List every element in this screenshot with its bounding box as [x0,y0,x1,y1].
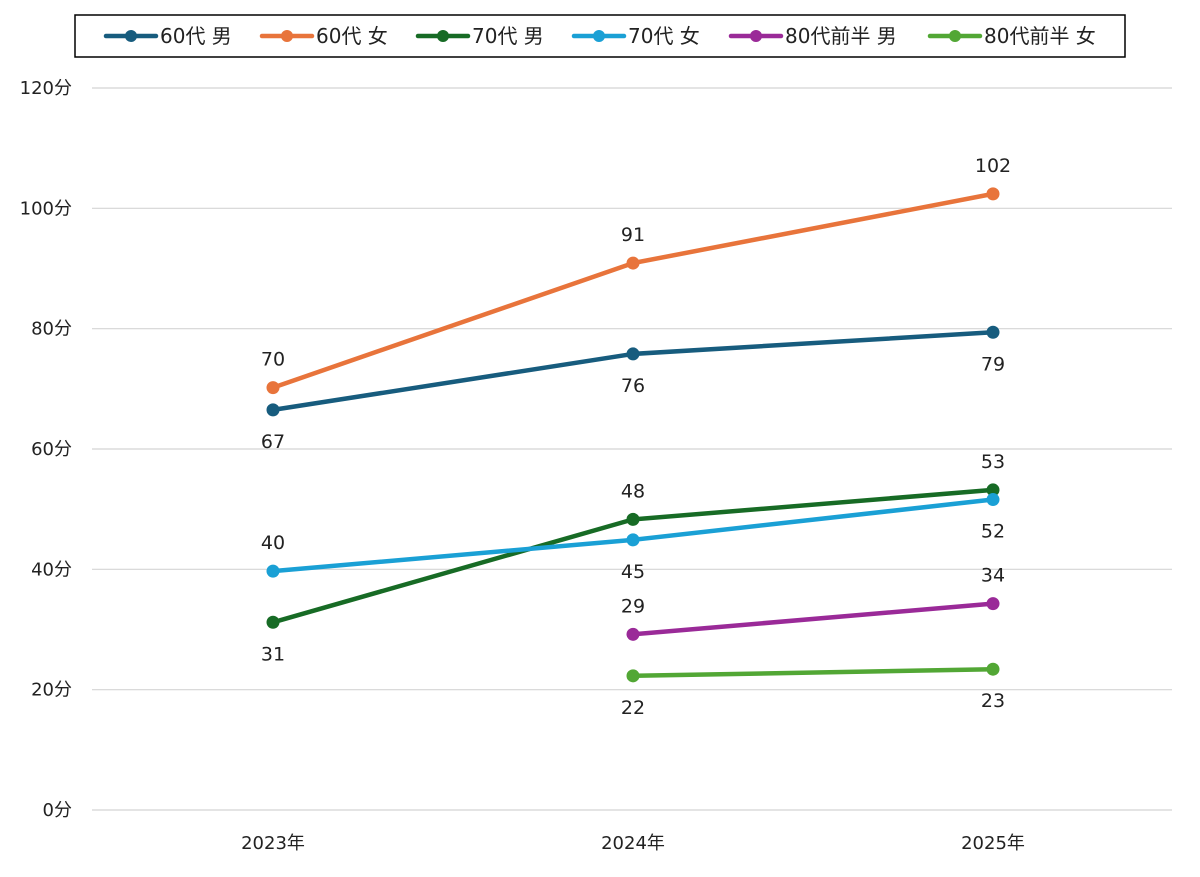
data-point [266,381,280,395]
y-tick-label: 120分 [20,78,72,99]
y-tick-label: 100分 [20,198,72,219]
series: 29 34 [621,565,1005,641]
data-label: 34 [981,565,1005,587]
data-point [986,662,1000,676]
data-point [986,483,1000,497]
data-label: 40 [261,532,285,554]
data-label: 67 [261,431,285,453]
series-line [270,330,996,413]
series: 31 48 53 [261,451,1005,665]
series-group: 67 76 79 70 91 102 31 48 53 40 45 52 29 34 22 23 [261,155,1011,719]
legend-label: 80代前半 女 [984,24,1096,48]
legend-entry: 80代前半 女 [927,24,1096,48]
data-label: 53 [981,451,1005,473]
series-line [630,666,996,679]
y-axis: 0分 20分 40分 60分 80分 100分 120分 [20,78,72,821]
data-point [626,669,640,683]
data-point [986,597,1000,611]
data-label: 31 [261,643,285,665]
x-axis: 2023年 2024年 2025年 [241,833,1025,854]
x-tick-label: 2024年 [601,833,665,854]
legend-marker [281,30,293,42]
y-tick-label: 60分 [31,439,72,460]
legend-label: 70代 男 [472,24,544,48]
data-point [626,256,640,270]
legend-marker [750,30,762,42]
data-label: 22 [621,697,645,719]
series: 40 45 52 [261,493,1005,583]
legend-label: 60代 男 [160,24,232,48]
legend-entry: 70代 女 [571,24,700,48]
data-point [266,403,280,417]
series: 22 23 [621,662,1005,719]
data-point [626,627,640,641]
legend-entry: 60代 男 [103,24,232,48]
data-point [266,564,280,578]
data-point [986,187,1000,201]
legend-label: 70代 女 [628,24,700,48]
data-label: 70 [261,349,285,371]
data-label: 23 [981,690,1005,712]
legend-marker [949,30,961,42]
legend-entry: 80代前半 男 [728,24,897,48]
data-label: 91 [621,224,645,246]
data-label: 79 [981,353,1005,375]
data-label: 48 [621,480,645,502]
data-label: 29 [621,595,645,617]
x-tick-label: 2025年 [961,833,1025,854]
data-point [626,347,640,361]
data-point [266,615,280,629]
gridlines [92,87,1172,811]
series-line [630,601,996,637]
data-label: 52 [981,521,1005,543]
y-tick-label: 20分 [31,680,72,701]
legend: 60代 男 60代 女 70代 男 70代 女 80代前半 男 80代前半 女 [74,14,1126,58]
series: 67 76 79 [261,325,1005,453]
y-tick-label: 0分 [43,800,72,821]
series: 70 91 102 [261,155,1011,395]
legend-entry: 60代 女 [259,24,388,48]
legend-label: 60代 女 [316,24,388,48]
legend-marker [437,30,449,42]
data-point [986,493,1000,507]
data-point [986,325,1000,339]
legend-marker [125,30,137,42]
y-tick-label: 80分 [31,319,72,340]
x-tick-label: 2023年 [241,833,305,854]
data-label: 45 [621,561,645,583]
legend-entry: 70代 男 [415,24,544,48]
data-label: 76 [621,375,645,397]
data-point [626,512,640,526]
data-label: 102 [975,155,1011,177]
legend-marker [593,30,605,42]
legend-label: 80代前半 男 [785,24,897,48]
data-point [626,533,640,547]
y-tick-label: 40分 [31,559,72,580]
